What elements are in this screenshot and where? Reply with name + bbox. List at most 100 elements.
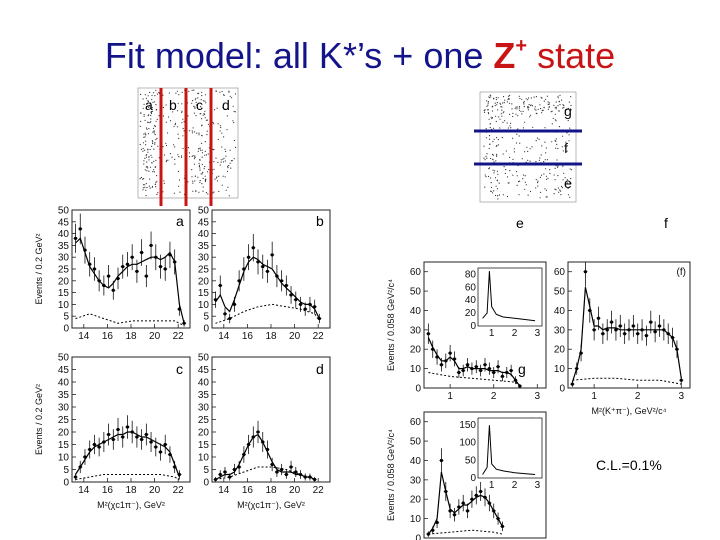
dalitz-point — [163, 154, 166, 156]
dalitz-point — [554, 119, 557, 121]
dalitz-point — [151, 98, 153, 101]
dalitz-point — [144, 157, 146, 159]
dalitz-point — [179, 191, 181, 193]
dalitz-point — [557, 97, 559, 99]
dalitz-point — [487, 109, 489, 111]
dalitz-point — [150, 154, 152, 156]
dalitz-point — [559, 189, 561, 191]
data-point — [149, 243, 153, 247]
dalitz-right-frame — [479, 91, 577, 203]
dalitz-point — [505, 150, 507, 152]
dalitz-point — [566, 109, 568, 111]
y-tick-label: 45 — [58, 217, 70, 228]
dalitz-point — [217, 161, 219, 163]
dalitz-point — [151, 162, 153, 164]
panel-letter-g: g — [518, 361, 526, 377]
dalitz-point — [228, 195, 230, 197]
y-tick-label: 10 — [410, 514, 422, 525]
dalitz-point — [491, 153, 494, 155]
dalitz-point — [202, 171, 204, 173]
dalitz-point — [558, 126, 561, 128]
dalitz-point — [199, 158, 201, 161]
y-tick-label: 40 — [58, 229, 70, 240]
dalitz-point — [223, 94, 225, 96]
dalitz-point — [158, 157, 160, 159]
y-tick-label: 0 — [63, 324, 69, 335]
data-point — [474, 493, 478, 497]
dalitz-point — [537, 182, 539, 184]
dalitz-point — [223, 136, 225, 138]
y-tick-label: 35 — [58, 241, 70, 252]
panel-letter-c: c — [176, 361, 183, 377]
y-tick-label: 20 — [554, 345, 566, 356]
dalitz-point — [165, 161, 167, 163]
dalitz-point — [216, 180, 219, 182]
dalitz-point — [152, 142, 154, 145]
dalitz-point — [222, 158, 224, 160]
dalitz-point — [147, 151, 149, 153]
dalitz-point — [570, 182, 572, 184]
dalitz-point — [509, 113, 511, 115]
dalitz-point — [194, 99, 196, 101]
dalitz-point — [220, 159, 222, 161]
y-tick-label: 50 — [198, 353, 210, 364]
dalitz-point — [229, 149, 231, 151]
dalitz-point — [204, 113, 206, 116]
dalitz-point — [489, 126, 491, 129]
dalitz-point — [559, 94, 561, 96]
dalitz-point — [203, 168, 205, 170]
data-point — [492, 370, 496, 375]
dalitz-point — [543, 173, 545, 175]
dalitz-point — [144, 169, 146, 171]
dalitz-point — [153, 160, 155, 162]
dalitz-point — [504, 99, 506, 101]
dalitz-point — [174, 122, 177, 124]
data-point — [144, 432, 148, 437]
x-tick-label: 18 — [265, 331, 277, 342]
dalitz-point — [535, 178, 537, 181]
dalitz-point — [558, 101, 561, 103]
dalitz-point — [494, 104, 496, 107]
panel-sublabel: (f) — [677, 267, 686, 278]
x-tick-label: 16 — [102, 331, 114, 342]
fit-curve — [427, 337, 521, 387]
dalitz-point — [502, 194, 504, 196]
dalitz-point — [165, 121, 167, 123]
dalitz-point — [548, 106, 550, 108]
dalitz-point — [148, 170, 150, 172]
dalitz-point — [555, 138, 557, 140]
data-point — [496, 365, 500, 369]
data-point — [439, 363, 444, 367]
background-curve — [215, 303, 320, 324]
data-point — [223, 312, 227, 316]
dalitz-point — [492, 158, 494, 160]
dalitz-point — [509, 102, 511, 104]
inset-g: 0 50 100 150 1 2 3 — [459, 417, 543, 491]
dalitz-point — [149, 91, 151, 94]
dalitz-point — [196, 132, 198, 134]
data-point — [487, 367, 491, 371]
y-tick-label: 25 — [198, 265, 210, 276]
dalitz-point — [142, 142, 145, 144]
dalitz-point — [484, 186, 486, 188]
slice-label-c: c — [196, 97, 203, 113]
dalitz-point — [165, 144, 168, 147]
fit-curve — [74, 431, 180, 478]
dalitz-point — [523, 102, 525, 104]
dalitz-point — [154, 143, 156, 145]
dalitz-point — [516, 106, 518, 108]
dalitz-point — [554, 179, 556, 181]
data-point — [121, 265, 125, 269]
dalitz-point — [204, 110, 206, 112]
dalitz-point — [219, 130, 221, 132]
data-point — [452, 513, 457, 517]
dalitz-point — [513, 151, 516, 153]
dalitz-point — [551, 110, 553, 112]
dalitz-point — [493, 161, 495, 163]
dalitz-point — [504, 120, 506, 122]
data-point — [644, 334, 649, 338]
